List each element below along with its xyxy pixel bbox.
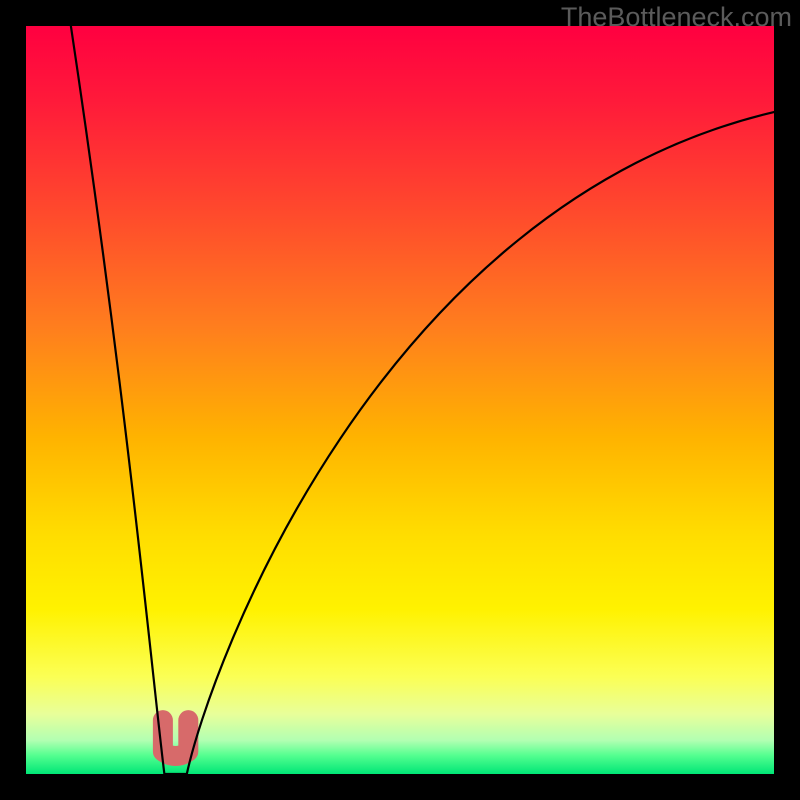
plot-background bbox=[26, 26, 774, 774]
bottleneck-curve-chart bbox=[0, 0, 800, 800]
chart-stage: TheBottleneck.com bbox=[0, 0, 800, 800]
